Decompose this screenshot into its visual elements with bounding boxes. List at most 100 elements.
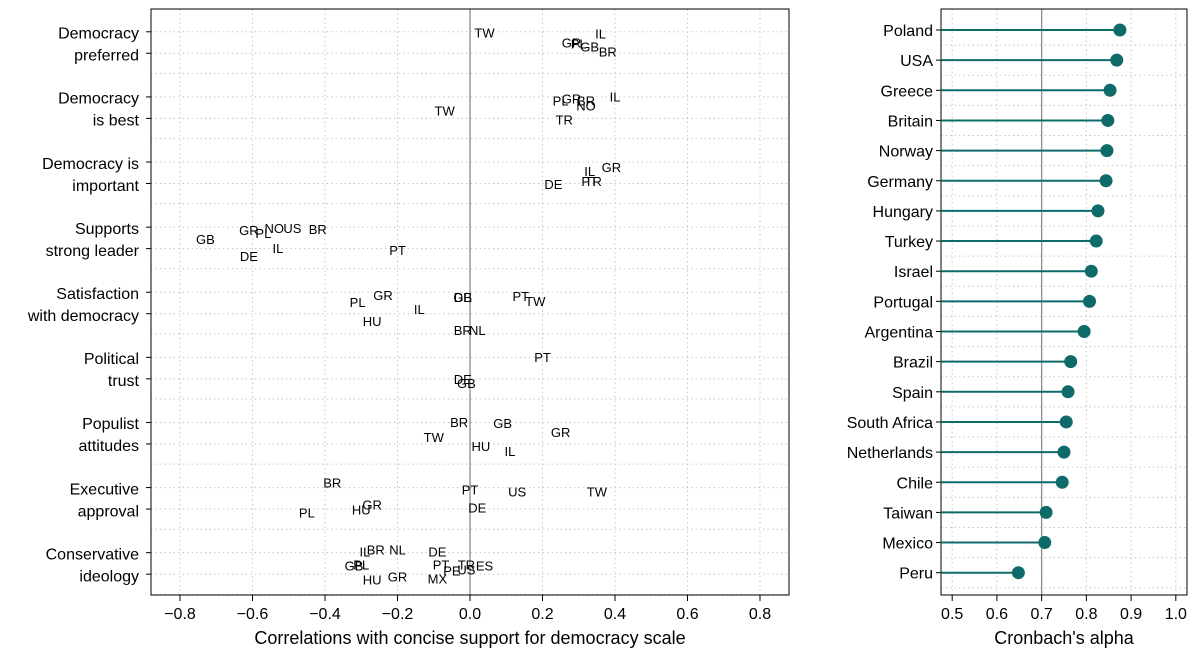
country-code-label: PL: [255, 226, 271, 241]
country-code-label: HU: [471, 439, 490, 454]
country-code-label: BR: [454, 323, 472, 338]
x-tick-label: 1.0: [1165, 606, 1187, 623]
country-code-label: NL: [389, 542, 406, 557]
country-label: Hungary: [873, 204, 933, 221]
row-label-line1: Conservative: [46, 546, 139, 563]
country-code-label: IL: [504, 444, 515, 459]
country-label: Peru: [899, 566, 933, 583]
country-code-label: TR: [556, 113, 573, 128]
country-code-label: PT: [534, 350, 551, 365]
country-code-label: DE: [468, 500, 486, 515]
x-tick-label: 0.5: [941, 606, 963, 623]
country-code-label: IL: [595, 27, 606, 42]
country-code-label: DE: [428, 544, 446, 559]
country-label: Poland: [883, 23, 933, 40]
x-tick-label: −0.4: [309, 606, 341, 623]
lollipop-point: [1089, 234, 1103, 248]
lollipop-point: [1055, 475, 1069, 489]
country-label: USA: [900, 53, 933, 70]
country-code-label: GR: [362, 497, 382, 512]
row-label-line1: Executive: [70, 481, 139, 498]
country-code-label: NO: [265, 221, 285, 236]
x-tick-label: 0.6: [676, 606, 698, 623]
country-label: Argentina: [865, 325, 934, 342]
country-code-label: PT: [581, 174, 598, 189]
x-tick-label: −0.2: [382, 606, 414, 623]
country-code-label: PT: [512, 289, 529, 304]
row-label-line1: Democracy is: [42, 156, 139, 173]
lollipop-point: [1082, 294, 1096, 308]
country-code-label: GB: [345, 558, 364, 573]
country-label: Taiwan: [883, 505, 933, 522]
country-code-label: GR: [562, 36, 582, 51]
lollipop-point: [1077, 325, 1091, 338]
x-tick-label: 0.0: [459, 606, 481, 623]
country-code-label: PL: [553, 94, 569, 109]
country-label: Chile: [897, 475, 934, 492]
country-code-label: GR: [239, 223, 259, 238]
x-tick-label: −0.8: [164, 606, 196, 623]
lollipop-point: [1099, 174, 1113, 188]
x-tick-label: 0.8: [749, 606, 771, 623]
x-tick-label: 0.8: [1075, 606, 1097, 623]
country-code-label: GR: [551, 425, 571, 440]
country-code-label: IL: [584, 164, 595, 179]
row-label-line2: attitudes: [79, 438, 139, 455]
country-code-label: PL: [350, 295, 366, 310]
row-label-line2: approval: [78, 503, 139, 520]
country-code-label: GB: [580, 40, 599, 55]
country-code-label: BR: [599, 45, 617, 60]
country-code-label: BR: [367, 542, 385, 557]
country-code-label: DE: [454, 290, 472, 305]
country-code-label: TW: [424, 430, 445, 445]
country-code-label: BR: [577, 94, 595, 109]
country-code-label: BR: [450, 415, 468, 430]
country-label: Germany: [867, 174, 933, 191]
row-label-line2: is best: [93, 113, 140, 130]
country-label: Turkey: [885, 234, 933, 251]
country-code-label: GR: [602, 160, 622, 175]
country-code-label: IL: [272, 241, 283, 256]
country-label: Mexico: [882, 536, 933, 553]
country-code-label: GR: [373, 288, 393, 303]
country-code-label: DE: [544, 177, 562, 192]
lollipop-point: [1113, 23, 1127, 37]
country-code-label: PT: [389, 243, 406, 258]
country-label: Britain: [888, 113, 933, 130]
country-code-label: US: [457, 562, 475, 577]
row-label-line2: important: [72, 178, 139, 195]
row-label-line2: ideology: [79, 568, 139, 585]
x-axis-title: Cronbach's alpha: [994, 628, 1135, 648]
row-label-line2: strong leader: [46, 243, 140, 260]
country-code-label: NL: [469, 323, 486, 338]
country-code-label: GB: [196, 232, 215, 247]
country-code-label: GR: [388, 569, 408, 584]
country-code-label: PL: [571, 37, 587, 52]
lollipop-point: [1038, 536, 1052, 550]
country-code-label: TW: [525, 294, 546, 309]
country-code-label: GR: [562, 92, 582, 107]
lollipop-point: [1103, 83, 1117, 97]
lollipop-point: [1057, 445, 1071, 459]
row-label-line1: Democracy: [58, 26, 139, 43]
row-label-line2: trust: [108, 373, 140, 390]
country-code-label: TW: [474, 26, 495, 41]
row-label-line1: Satisfaction: [56, 286, 139, 303]
country-code-label: PT: [433, 557, 450, 572]
country-label: Netherlands: [847, 445, 933, 462]
lollipop-point: [1091, 204, 1105, 218]
country-code-label: HU: [363, 572, 382, 587]
x-tick-label: 0.4: [604, 606, 626, 623]
country-label: Israel: [894, 264, 933, 281]
lollipop-point: [1011, 566, 1025, 580]
country-label: Portugal: [873, 294, 933, 311]
country-code-label: DE: [454, 372, 472, 387]
x-tick-label: −0.6: [237, 606, 269, 623]
lollipop-point: [1039, 505, 1053, 519]
country-code-label: TW: [435, 104, 456, 119]
country-code-label: TR: [585, 174, 602, 189]
country-code-label: GB: [493, 416, 512, 431]
country-code-label: NO: [576, 99, 596, 114]
